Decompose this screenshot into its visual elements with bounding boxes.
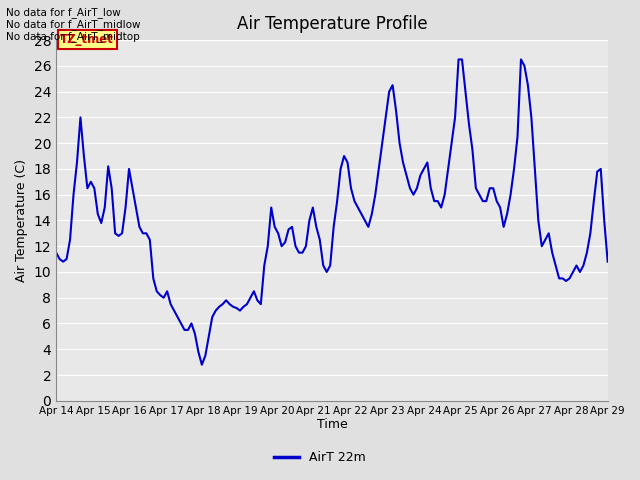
- Y-axis label: Air Temperature (C): Air Temperature (C): [15, 159, 28, 282]
- Text: No data for f_AirT_midtop: No data for f_AirT_midtop: [6, 31, 140, 42]
- Legend: AirT 22m: AirT 22m: [269, 446, 371, 469]
- Text: TZ_tmet: TZ_tmet: [60, 33, 114, 46]
- Title: Air Temperature Profile: Air Temperature Profile: [237, 15, 428, 33]
- X-axis label: Time: Time: [317, 419, 348, 432]
- Text: No data for f_AirT_midlow: No data for f_AirT_midlow: [6, 19, 141, 30]
- Text: No data for f_AirT_low: No data for f_AirT_low: [6, 7, 121, 18]
